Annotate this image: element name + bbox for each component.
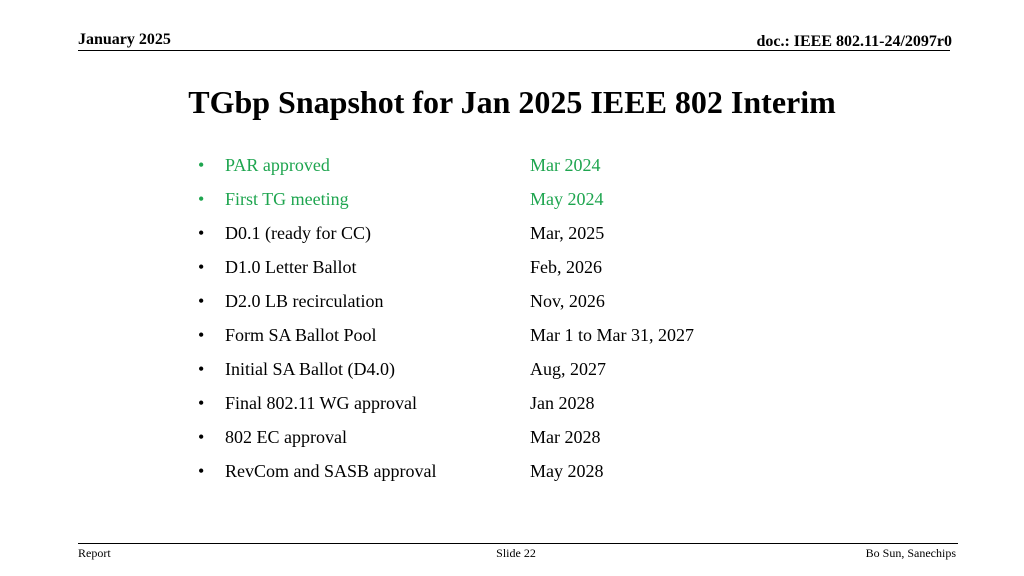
footer-rule xyxy=(78,543,958,544)
milestone-row: • D1.0 Letter Ballot Feb, 2026 xyxy=(198,254,798,288)
milestone-row: • D2.0 LB recirculation Nov, 2026 xyxy=(198,288,798,322)
milestone-label: D0.1 (ready for CC) xyxy=(225,223,371,243)
bullet-icon: • xyxy=(198,325,205,345)
milestone-label: Form SA Ballot Pool xyxy=(225,325,377,345)
milestone-label: PAR approved xyxy=(225,155,330,175)
milestone-date: Mar 2028 xyxy=(530,427,601,447)
milestone-date: Jan 2028 xyxy=(530,393,595,413)
milestone-row: • Final 802.11 WG approval Jan 2028 xyxy=(198,390,798,424)
bullet-icon: • xyxy=(198,223,205,243)
bullet-icon: • xyxy=(198,461,205,481)
bullet-icon: • xyxy=(198,189,205,209)
milestone-label: Initial SA Ballot (D4.0) xyxy=(225,359,395,379)
milestone-row: • PAR approved Mar 2024 xyxy=(198,152,798,186)
milestone-label: 802 EC approval xyxy=(225,427,347,447)
bullet-icon: • xyxy=(198,291,205,311)
milestone-row: • Form SA Ballot Pool Mar 1 to Mar 31, 202… xyxy=(198,322,798,356)
milestone-date: May 2024 xyxy=(530,189,604,209)
bullet-icon: • xyxy=(198,359,205,379)
milestone-row: • First TG meeting May 2024 xyxy=(198,186,798,220)
milestone-row: • 802 EC approval Mar 2028 xyxy=(198,424,798,458)
milestone-label: D2.0 LB recirculation xyxy=(225,291,384,311)
milestone-label: D1.0 Letter Ballot xyxy=(225,257,357,277)
milestone-date: Mar, 2025 xyxy=(530,223,605,243)
footer-slide-number: Slide 22 xyxy=(496,546,536,560)
header-doc-id: doc.: IEEE 802.11-24/2097r0 xyxy=(756,33,952,50)
footer-author: Bo Sun, Sanechips xyxy=(865,546,956,560)
milestone-date: Nov, 2026 xyxy=(530,291,605,311)
milestone-row: • D0.1 (ready for CC) Mar, 2025 xyxy=(198,220,798,254)
header-rule xyxy=(78,50,950,51)
slide-title: TGbp Snapshot for Jan 2025 IEEE 802 Inte… xyxy=(188,84,836,120)
bullet-icon: • xyxy=(198,155,205,175)
milestone-date: May 2028 xyxy=(530,461,604,481)
milestone-row: • Initial SA Ballot (D4.0) Aug, 2027 xyxy=(198,356,798,390)
bullet-icon: • xyxy=(198,427,205,447)
bullet-icon: • xyxy=(198,393,205,413)
milestone-date: Aug, 2027 xyxy=(530,359,606,379)
milestone-label: First TG meeting xyxy=(225,189,349,209)
milestone-row: • RevCom and SASB approval May 2028 xyxy=(198,458,798,492)
milestone-list: • PAR approved Mar 2024 • First TG meeting Ma… xyxy=(198,152,798,492)
bullet-icon: • xyxy=(198,257,205,277)
milestone-date: Mar 2024 xyxy=(530,155,601,175)
milestone-label: Final 802.11 WG approval xyxy=(225,393,417,413)
milestone-label: RevCom and SASB approval xyxy=(225,461,437,481)
footer-left: Report xyxy=(78,546,111,560)
milestone-date: Feb, 2026 xyxy=(530,257,602,277)
milestone-date: Mar 1 to Mar 31, 2027 xyxy=(530,325,694,345)
header-date: January 2025 xyxy=(78,31,171,48)
